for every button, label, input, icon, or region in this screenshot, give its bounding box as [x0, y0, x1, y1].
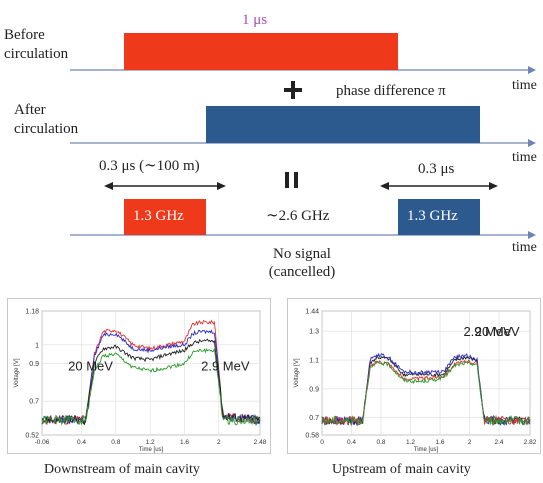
scope-downstream: -0.06 0.4 0.8 1.2 1.6 2 2.48 1.18 1 0.9 0.7 0.52 Tim… — [7, 298, 271, 454]
time-label-1: time — [512, 78, 537, 93]
x-tick-label: 2.4 — [494, 439, 503, 446]
y-tick-label: 0.7 — [309, 415, 319, 422]
after-circulation-label: After circulation — [14, 101, 78, 139]
scope-upstream: 0 0.4 0.8 1.2 1.6 2 2.4 2.82 1.44 1.3 1.1 0.9 0.7 0.5… — [287, 298, 541, 454]
y-tick-label: 1 — [35, 342, 39, 349]
x-axis-label: Time [us] — [414, 447, 439, 453]
before-circulation-label: Before circulation — [4, 26, 68, 64]
left-pulse-label: 1.3 GHz — [133, 208, 184, 224]
right-residual-pulse — [398, 199, 480, 235]
equals-sign — [285, 172, 298, 188]
y-tick-label: 0.58 — [305, 433, 319, 440]
y-tick-label: 1.3 — [309, 329, 319, 336]
x-tick-label: 0.8 — [111, 439, 120, 446]
right-span-label: 0.3 μs — [418, 161, 455, 177]
x-tick-label: 0 — [320, 439, 324, 446]
phase-difference-label: phase difference π — [336, 83, 446, 99]
right-span-arrow — [380, 182, 498, 190]
x-tick-label: 2 — [217, 439, 221, 446]
y-tick-label: 0.52 — [25, 433, 39, 440]
x-tick-label: 1.6 — [180, 439, 189, 446]
series-line — [41, 348, 261, 427]
y-tick-label: 0.9 — [29, 361, 39, 368]
cancelled-label: (cancelled) — [268, 264, 336, 280]
plus-sign — [284, 81, 302, 99]
time-axis-arrow-1 — [528, 66, 536, 74]
time-label-3: time — [512, 240, 537, 255]
after-label-line1: After — [14, 102, 46, 118]
upstream-caption: Upstream of main cavity — [332, 462, 471, 477]
series-line — [321, 360, 531, 427]
scope-upstream-plot: 0 0.4 0.8 1.2 1.6 2 2.4 2.82 1.44 1.3 1.1 0.9 0.7 0.5… — [294, 309, 537, 454]
y-tick-label: 1.18 — [25, 309, 39, 316]
left-residual-pulse — [124, 199, 206, 235]
x-axis-label: Time [us] — [139, 447, 164, 453]
before-pulse — [124, 33, 398, 70]
x-tick-label: 2.48 — [254, 439, 267, 446]
y-tick-label: 1.44 — [305, 309, 319, 316]
left-span-label: 0.3 μs (∼100 m) — [99, 158, 200, 174]
no-signal-label: No signal — [273, 246, 331, 262]
series-line — [41, 338, 261, 425]
after-label-line2: circulation — [14, 121, 79, 137]
y-tick-label: 0.9 — [309, 386, 319, 393]
before-label-line1: Before — [4, 27, 45, 43]
x-tick-label: 1.2 — [406, 439, 415, 446]
pulse-diagram — [70, 33, 536, 239]
energy-annotation: 2.9 MeV — [463, 324, 512, 339]
y-tick-label: 0.7 — [29, 399, 39, 406]
y-tick-label: 1.1 — [309, 358, 319, 365]
right-pulse-label: 1.3 GHz — [407, 208, 458, 224]
y-axis-label: Voltage [V] — [14, 358, 20, 387]
x-tick-label: 0.4 — [77, 439, 86, 446]
x-tick-label: 0.4 — [347, 439, 356, 446]
x-tick-label: 2.82 — [524, 439, 537, 446]
time-axis-arrow-3 — [528, 231, 536, 239]
downstream-caption: Downstream of main cavity — [44, 462, 200, 477]
before-label-line2: circulation — [4, 46, 69, 62]
x-tick-label: -0.06 — [35, 439, 50, 446]
after-pulse — [206, 106, 480, 143]
pulse-length-label: 1 μs — [242, 12, 268, 28]
x-tick-label: 1.6 — [435, 439, 444, 446]
x-tick-label: 1.2 — [146, 439, 155, 446]
left-span-arrow — [104, 182, 226, 190]
energy-annotation: 20 MeV — [475, 324, 520, 339]
middle-frequency-label: ∼2.6 GHz — [266, 208, 330, 224]
energy-annotation: 20 MeV — [68, 359, 113, 374]
y-axis-label: Voltage [V] — [294, 358, 300, 387]
x-tick-label: 0.8 — [376, 439, 385, 446]
scope-downstream-plot: -0.06 0.4 0.8 1.2 1.6 2 2.48 1.18 1 0.9 0.7 0.52 Tim… — [14, 309, 267, 454]
time-axis-arrow-2 — [528, 139, 536, 147]
time-label-2: time — [512, 150, 537, 165]
x-tick-label: 2 — [468, 439, 472, 446]
energy-annotation: 2.9 MeV — [201, 359, 250, 374]
